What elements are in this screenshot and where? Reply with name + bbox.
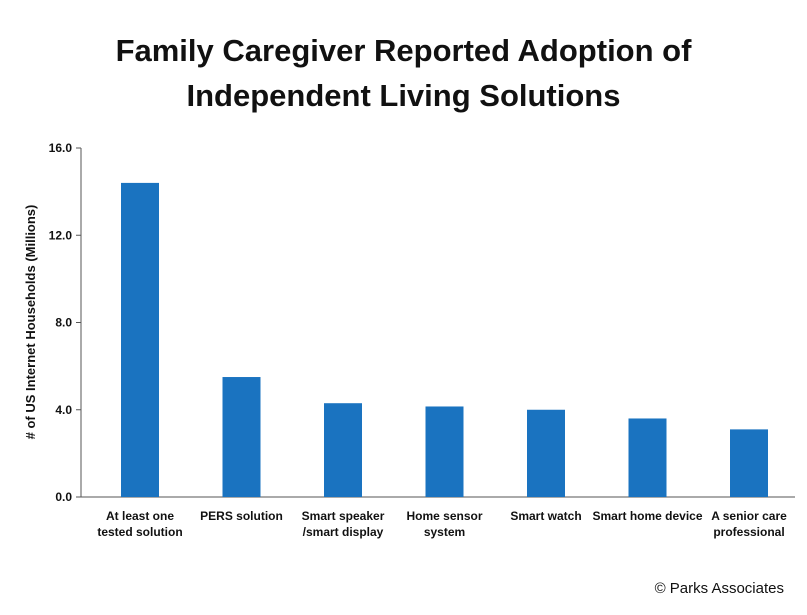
x-category-label: Smart watch: [510, 509, 581, 523]
y-axis-title: # of US Internet Households (Millions): [23, 205, 38, 440]
y-tick-label: 8.0: [55, 316, 72, 330]
y-tick-label: 12.0: [49, 228, 73, 242]
bar: [222, 377, 261, 497]
x-category-label: At least one tested solution: [97, 509, 182, 539]
x-category-label: Smart speaker/smart display: [302, 509, 385, 539]
y-axis: 0.0 4.0 8.0 12.0 16.0: [49, 141, 82, 504]
x-category-label: Home sensor system: [406, 509, 482, 539]
chart-title: Family Caregiver Reported Adoption of In…: [0, 28, 807, 118]
chart-title-line-1: Family Caregiver Reported Adoption of: [115, 33, 692, 68]
bar: [121, 182, 159, 497]
bar: [324, 403, 362, 497]
y-tick-label: 16.0: [49, 141, 73, 155]
bar: [628, 418, 667, 497]
bars: [121, 182, 768, 497]
x-category-label: PERS solution: [200, 509, 283, 523]
y-tick-label: 0.0: [55, 490, 72, 504]
y-tick-label: 4.0: [55, 403, 72, 417]
copyright-text: © Parks Associates: [654, 580, 784, 597]
x-category-label: Smart home device: [592, 509, 702, 523]
bar: [730, 429, 768, 497]
category-labels: At least one tested solution PERS solution…: [97, 509, 787, 539]
bar: [527, 409, 565, 497]
x-category-label: A senior care professional: [711, 509, 787, 539]
bar: [425, 406, 464, 497]
chart-title-line-2: Independent Living Solutions: [186, 78, 621, 113]
